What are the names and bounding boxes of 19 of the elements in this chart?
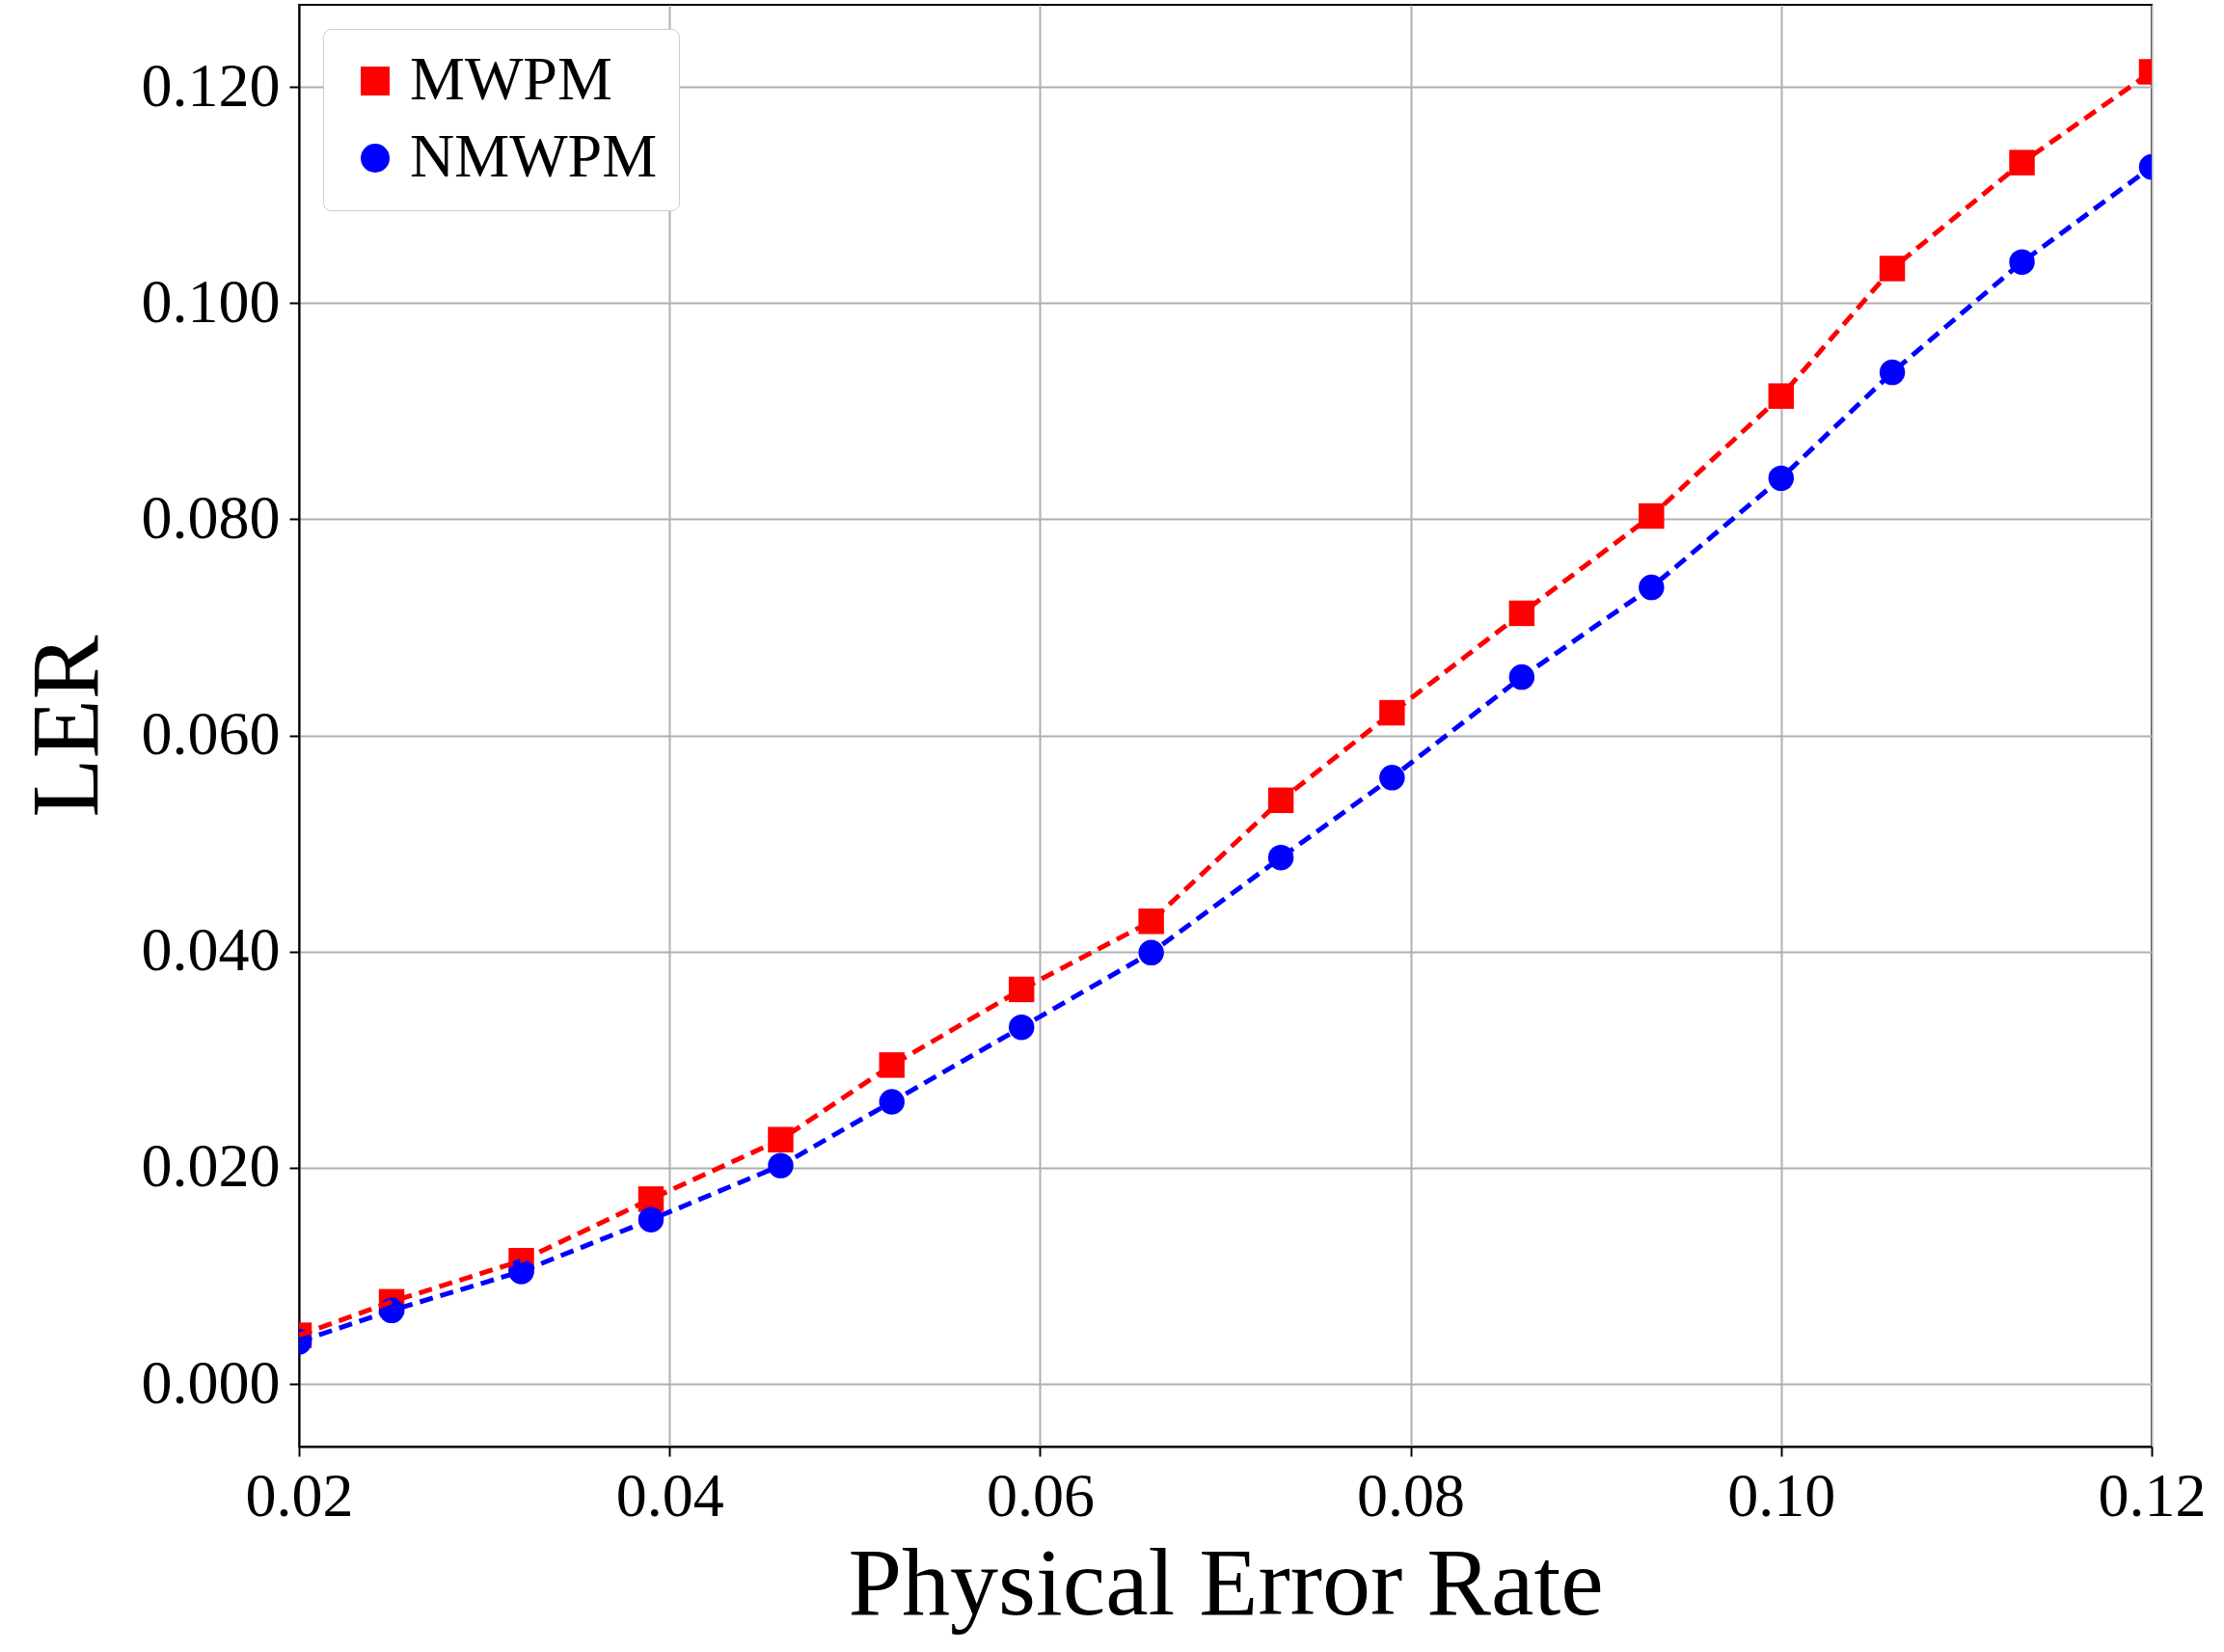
x-tick-label: 0.04 [615,1460,724,1530]
legend-label: NMWPM [410,122,658,190]
x-tick-label: 0.10 [1727,1460,1836,1530]
legend-label: MWPM [410,44,612,113]
point [768,1126,794,1152]
y-tick-label: 0.100 [141,266,281,336]
y-tick-label: 0.040 [141,915,281,985]
y-tick-label: 0.080 [141,482,281,552]
x-tick-label: 0.06 [986,1460,1095,1530]
x-tick-label: 0.02 [245,1460,354,1530]
x-tick-label: 0.12 [2098,1460,2207,1530]
y-tick-label: 0.120 [141,50,281,120]
y-tick-label: 0.060 [141,699,281,769]
y-tick-label: 0.020 [141,1131,281,1201]
y-tick-label: 0.000 [141,1347,281,1417]
y-axis-title: LER [11,635,119,818]
point [2009,149,2035,176]
x-tick-label: 0.08 [1357,1460,1466,1530]
x-axis-title: Physical Error Rate [848,1528,1604,1636]
